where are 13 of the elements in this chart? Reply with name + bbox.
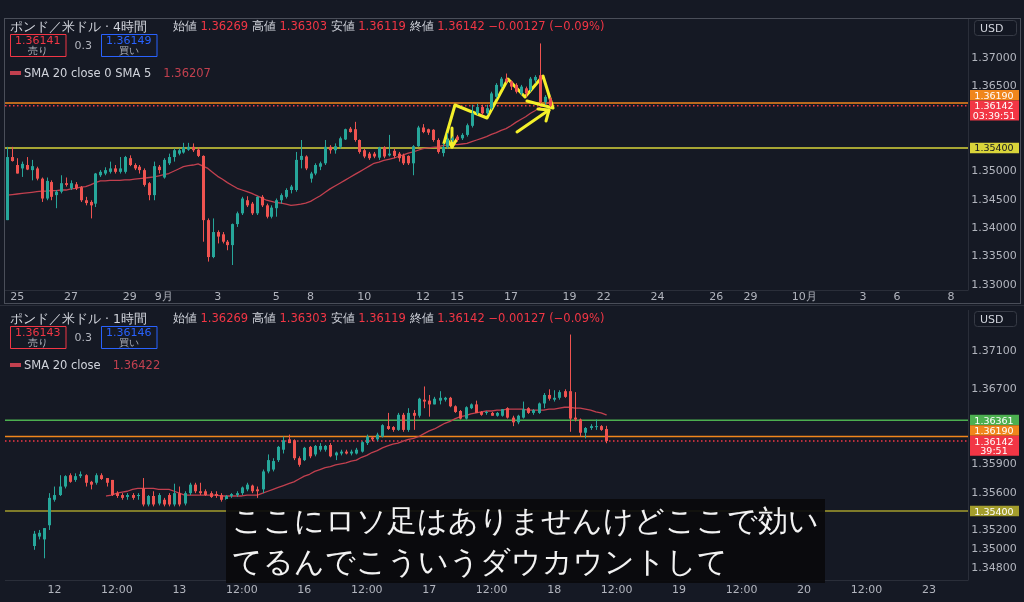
y-axis-title: USD: [980, 21, 1004, 35]
subtitle: 始値 1.36269 高値 1.36303 安値 1.36119 終値 1.36142 −0.00127 (−0.09%): [172, 19, 605, 33]
legend: SMA 20 close 0 SMA 5: [24, 66, 152, 80]
title: ポンド／米ドル · 1時間: [10, 310, 147, 326]
title: ポンド／米ドル · 4時間: [10, 18, 147, 34]
annotation: 1.36143 売り: [15, 326, 61, 348]
annotation: 1.36141 売り: [15, 34, 61, 56]
annotation: 1.36149 買い: [106, 34, 152, 56]
legend: SMA 20 close: [24, 358, 101, 372]
y-axis-title: USD: [980, 312, 1004, 326]
subtitle: 始値 1.36269 高値 1.36303 安値 1.36119 終値 1.36142 −0.00127 (−0.09%): [172, 311, 605, 325]
caption: ここにロソ足はありませんけどここで効いてるんでこういうダウカウントして: [226, 499, 825, 583]
annotation: 1.36146 買い: [106, 326, 152, 348]
